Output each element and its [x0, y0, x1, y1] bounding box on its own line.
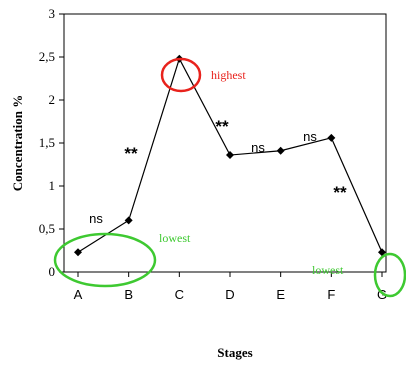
y-axis: 0 0,5 1 1,5 2 2,5 3: [39, 6, 64, 279]
x-axis: A B C D E F G: [74, 272, 387, 302]
x-axis-title: Stages: [217, 345, 252, 360]
x-tick-label: E: [276, 287, 285, 302]
y-tick-label: 3: [49, 6, 56, 21]
x-tick-label: G: [377, 287, 387, 302]
y-axis-title: Concentration %: [10, 95, 25, 191]
x-tick-label: B: [124, 287, 133, 302]
highest-highlight-circle: [160, 57, 202, 93]
lowest-highlight-ellipse-ab: [53, 232, 157, 288]
series-concentration: [74, 54, 386, 257]
sig-label-fg: **: [333, 183, 347, 202]
note-lowest-b: lowest: [159, 231, 191, 245]
data-point-marker: [378, 248, 386, 257]
data-point-marker: [327, 133, 336, 142]
note-lowest-g: lowest: [312, 263, 344, 277]
y-tick-label: 0: [49, 264, 56, 279]
x-tick-label: F: [327, 287, 335, 302]
data-point-marker: [74, 248, 82, 257]
data-point-marker: [226, 151, 234, 160]
x-tick-label: D: [225, 287, 234, 302]
data-point-marker: [276, 146, 285, 155]
sig-label-bc: **: [124, 144, 138, 163]
x-tick-label: C: [175, 287, 184, 302]
sig-label-ab: ns: [89, 211, 103, 226]
x-tick-label: A: [74, 287, 83, 302]
data-point-marker: [124, 216, 133, 225]
y-tick-label: 2: [49, 92, 56, 107]
y-tick-label: 1: [49, 178, 56, 193]
y-tick-label: 1,5: [39, 135, 55, 150]
y-tick-label: 0,5: [39, 221, 55, 236]
y-tick-label: 2,5: [39, 49, 55, 64]
sig-label-de: ns: [251, 140, 265, 155]
lowest-highlight-ellipse-g: [373, 252, 406, 298]
sig-label-ef: ns: [303, 129, 317, 144]
note-highest: highest: [211, 68, 246, 82]
sig-label-cd: **: [215, 117, 229, 136]
